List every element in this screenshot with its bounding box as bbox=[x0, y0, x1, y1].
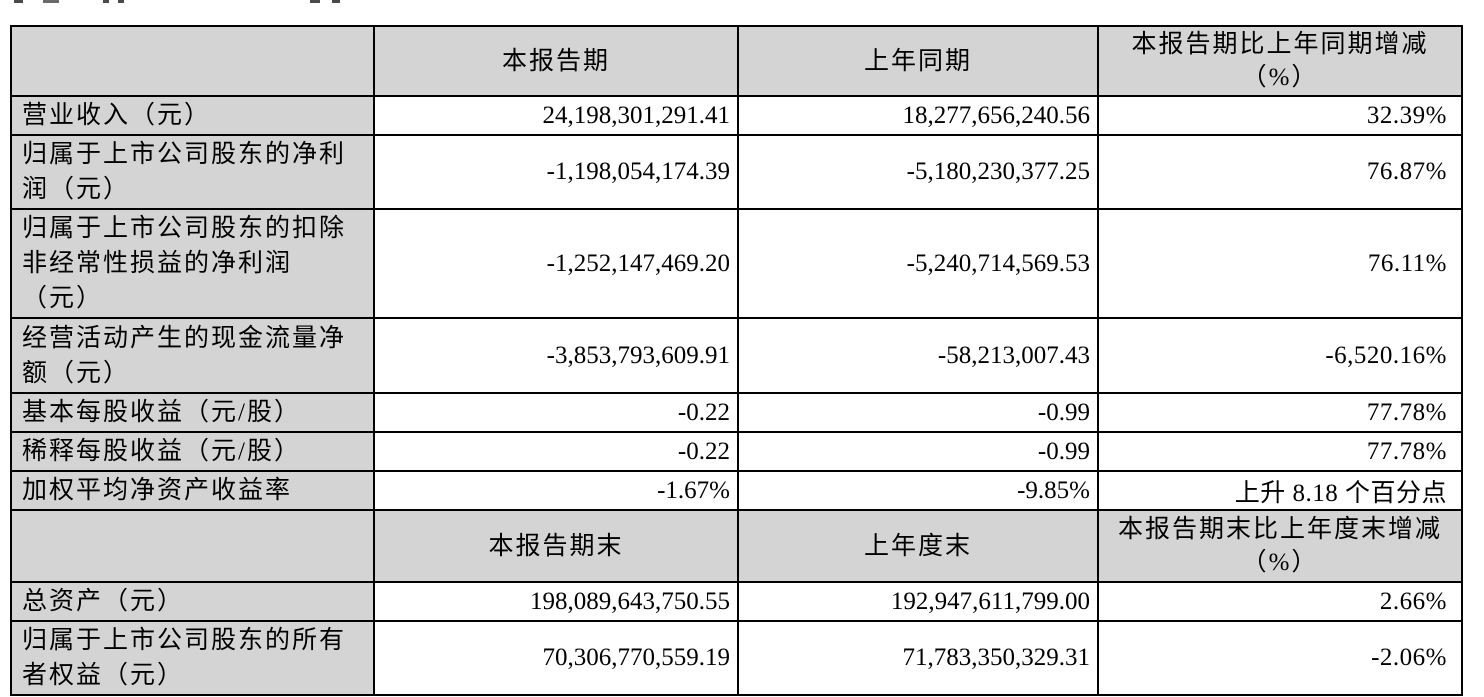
row-label: 经营活动产生的现金流量净 额（元） bbox=[10, 317, 375, 394]
change-value: 77.78% bbox=[1097, 392, 1463, 433]
current-value: 70,306,770,559.19 bbox=[373, 620, 739, 696]
prior-value: -0.99 bbox=[737, 431, 1099, 472]
prior-value: -5,180,230,377.25 bbox=[737, 134, 1099, 210]
current-value: 198,089,643,750.55 bbox=[373, 581, 739, 622]
clipped-text-mark bbox=[310, 0, 320, 3]
current-value: -1,252,147,469.20 bbox=[373, 208, 739, 319]
clipped-text-mark bbox=[118, 0, 124, 3]
period-header-row: 本报告期 上年同期 本报告期比上年同期增减 （%） bbox=[10, 25, 1463, 97]
change-value: 32.39% bbox=[1097, 95, 1463, 136]
current-value: -1,198,054,174.39 bbox=[373, 134, 739, 210]
header-eop-change: 本报告期末比上年度末增减 （%） bbox=[1097, 509, 1463, 583]
header-prior-period: 上年同期 bbox=[737, 25, 1099, 97]
header-period-change: 本报告期比上年同期增减 （%） bbox=[1097, 25, 1463, 97]
prior-value: 192,947,611,799.00 bbox=[737, 581, 1099, 622]
row-label: 归属于上市公司股东的净利 润（元） bbox=[10, 134, 375, 210]
change-value: -6,520.16% bbox=[1097, 317, 1463, 394]
table-row-net-profit: 归属于上市公司股东的净利 润（元） -1,198,054,174.39 -5,1… bbox=[10, 134, 1463, 210]
table-row-basic-eps: 基本每股收益（元/股） -0.22 -0.99 77.78% bbox=[10, 392, 1463, 433]
current-value: -1.67% bbox=[373, 470, 739, 511]
row-label: 稀释每股收益（元/股） bbox=[10, 431, 375, 472]
change-value: 76.11% bbox=[1097, 208, 1463, 319]
table-row-revenue: 营业收入（元） 24,198,301,291.41 18,277,656,240… bbox=[10, 95, 1463, 136]
prior-value: -0.99 bbox=[737, 392, 1099, 433]
clipped-text-mark bbox=[14, 0, 23, 3]
row-label: 基本每股收益（元/股） bbox=[10, 392, 375, 433]
prior-value: -5,240,714,569.53 bbox=[737, 208, 1099, 319]
header-current-period-end: 本报告期末 bbox=[373, 509, 739, 583]
row-label: 营业收入（元） bbox=[10, 95, 375, 136]
key-financials-table: 本报告期 上年同期 本报告期比上年同期增减 （%） 营业收入（元） 24,198… bbox=[10, 25, 1463, 696]
table-row-diluted-eps: 稀释每股收益（元/股） -0.22 -0.99 77.78% bbox=[10, 431, 1463, 472]
change-value: -2.06% bbox=[1097, 620, 1463, 696]
header-current-period: 本报告期 bbox=[373, 25, 739, 97]
clipped-text-mark bbox=[103, 0, 109, 3]
header-empty-cell bbox=[10, 25, 375, 97]
header-prior-year-end: 上年度末 bbox=[737, 509, 1099, 583]
table-row-shareholders-equity: 归属于上市公司股东的所有 者权益（元） 70,306,770,559.19 71… bbox=[10, 620, 1463, 696]
row-label: 归属于上市公司股东的扣除 非经常性损益的净利润 （元） bbox=[10, 208, 375, 319]
prior-value: 18,277,656,240.56 bbox=[737, 95, 1099, 136]
table-row-weighted-avg-roe: 加权平均净资产收益率 -1.67% -9.85% 上升 8.18 个百分点 bbox=[10, 470, 1463, 511]
change-value: 2.66% bbox=[1097, 581, 1463, 622]
prior-value: -58,213,007.43 bbox=[737, 317, 1099, 394]
table-row-net-profit-excl-nonrecurring: 归属于上市公司股东的扣除 非经常性损益的净利润 （元） -1,252,147,4… bbox=[10, 208, 1463, 319]
clipped-text-mark bbox=[332, 0, 340, 3]
current-value: 24,198,301,291.41 bbox=[373, 95, 739, 136]
end-of-period-header-row: 本报告期末 上年度末 本报告期末比上年度末增减 （%） bbox=[10, 509, 1463, 583]
header-empty-cell bbox=[10, 509, 375, 583]
current-value: -3,853,793,609.91 bbox=[373, 317, 739, 394]
change-value: 上升 8.18 个百分点 bbox=[1097, 470, 1463, 511]
prior-value: 71,783,350,329.31 bbox=[737, 620, 1099, 696]
current-value: -0.22 bbox=[373, 392, 739, 433]
change-value: 76.87% bbox=[1097, 134, 1463, 210]
prior-value: -9.85% bbox=[737, 470, 1099, 511]
clipped-text-mark bbox=[43, 0, 59, 3]
table-row-operating-cash-flow: 经营活动产生的现金流量净 额（元） -3,853,793,609.91 -58,… bbox=[10, 317, 1463, 394]
table-row-total-assets: 总资产（元） 198,089,643,750.55 192,947,611,79… bbox=[10, 581, 1463, 622]
row-label: 归属于上市公司股东的所有 者权益（元） bbox=[10, 620, 375, 696]
current-value: -0.22 bbox=[373, 431, 739, 472]
change-value: 77.78% bbox=[1097, 431, 1463, 472]
row-label: 总资产（元） bbox=[10, 581, 375, 622]
row-label: 加权平均净资产收益率 bbox=[10, 470, 375, 511]
